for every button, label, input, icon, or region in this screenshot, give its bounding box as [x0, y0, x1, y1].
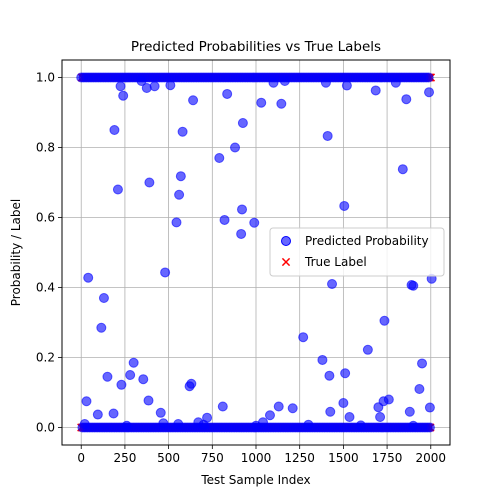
predicted-point — [324, 370, 335, 381]
y-tick-label: 0.6 — [36, 211, 55, 225]
predicted-point — [287, 403, 298, 414]
x-tick-label: 1500 — [328, 451, 359, 465]
predicted-point — [109, 125, 120, 135]
predicted-point — [171, 217, 182, 228]
predicted-point — [214, 153, 225, 163]
predicted-point — [144, 177, 155, 188]
predicted-point — [112, 184, 123, 195]
predicted-point — [143, 395, 154, 406]
legend-entry-predicted: Predicted Probability — [305, 234, 429, 248]
true-label-x-stroke — [281, 257, 291, 267]
predicted-point — [362, 344, 373, 355]
y-axis-ticks: 0.0 0.2 0.4 0.6 0.8 1.0 — [36, 71, 62, 435]
predicted-point — [414, 384, 425, 394]
legend-entry-true: True Label — [304, 255, 367, 269]
predicted-point — [92, 409, 103, 420]
y-tick-label: 1.0 — [36, 71, 55, 85]
predicted-point — [401, 94, 412, 105]
y-tick-label: 0.8 — [36, 141, 55, 155]
predicted-probability-series — [76, 72, 437, 433]
y-tick-label: 0.0 — [36, 421, 55, 435]
predicted-point — [96, 322, 107, 333]
predicted-point — [237, 118, 248, 128]
predicted-point — [423, 72, 434, 83]
predicted-point — [276, 98, 287, 109]
predicted-point — [230, 142, 241, 153]
y-axis-label: Probability / Label — [9, 199, 23, 306]
predicted-point — [375, 412, 386, 422]
predicted-point — [108, 408, 119, 419]
predicted-point — [249, 217, 260, 228]
predicted-point — [217, 401, 228, 412]
predicted-point — [424, 422, 435, 433]
predicted-point — [81, 396, 92, 407]
predicted-point — [149, 81, 160, 92]
predicted-point — [125, 370, 136, 380]
x-tick-label: 1250 — [284, 451, 315, 465]
predicted-point — [118, 90, 129, 101]
predicted-point — [325, 406, 336, 417]
y-tick-label: 0.2 — [36, 351, 55, 365]
predicted-point — [417, 358, 428, 369]
predicted-point — [186, 378, 197, 389]
predicted-point — [339, 200, 350, 211]
predicted-point — [237, 204, 248, 215]
x-tick-label: 1750 — [372, 451, 403, 465]
legend: Predicted Probability True Label — [269, 227, 445, 277]
x-axis-ticks: 0 250 500 750 1000 1250 1500 1750 2000 — [77, 445, 446, 465]
predicted-point — [379, 315, 390, 326]
predicted-point — [327, 279, 338, 289]
predicted-point — [138, 374, 149, 385]
predicted-point — [370, 85, 381, 96]
predicted-point — [424, 87, 435, 98]
predicted-point — [115, 81, 126, 92]
x-tick-label: 2000 — [416, 451, 447, 465]
predicted-point — [116, 379, 127, 390]
chart-title: Predicted Probabilities vs True Labels — [131, 39, 381, 55]
predicted-point — [340, 368, 351, 379]
predicted-point — [404, 406, 415, 417]
predicted-point — [338, 398, 349, 408]
predicted-point — [322, 130, 333, 141]
predicted-point — [174, 189, 185, 200]
x-tick-label: 500 — [157, 451, 180, 465]
predicted-point — [273, 401, 284, 412]
legend-box — [269, 227, 445, 277]
x-tick-label: 250 — [113, 451, 136, 465]
predicted-point — [236, 228, 247, 239]
predicted-point — [177, 126, 188, 137]
predicted-point — [408, 280, 419, 291]
predicted-point — [222, 88, 233, 99]
predicted-point — [98, 293, 109, 303]
predicted-point — [424, 402, 435, 413]
predicted-point — [397, 164, 408, 175]
predicted-point — [317, 354, 328, 365]
x-tick-label: 1000 — [241, 451, 272, 465]
y-tick-label: 0.4 — [36, 281, 55, 295]
legend-x-marker — [281, 257, 291, 267]
predicted-point — [83, 272, 94, 283]
x-axis-label: Test Sample Index — [200, 473, 310, 487]
predicted-point — [219, 214, 230, 225]
x-tick-label: 0 — [77, 451, 85, 465]
predicted-point — [256, 97, 267, 108]
predicted-point — [298, 332, 309, 343]
predicted-point — [155, 407, 166, 418]
predicted-point — [264, 410, 275, 421]
predicted-point — [175, 171, 186, 182]
legend-circle-marker — [281, 236, 291, 246]
predicted-point — [128, 357, 139, 368]
predicted-point — [344, 412, 355, 422]
predicted-point — [383, 394, 394, 405]
predicted-point — [160, 267, 171, 278]
predicted-point — [188, 95, 199, 106]
predicted-point — [102, 371, 113, 382]
x-tick-label: 750 — [201, 451, 224, 465]
